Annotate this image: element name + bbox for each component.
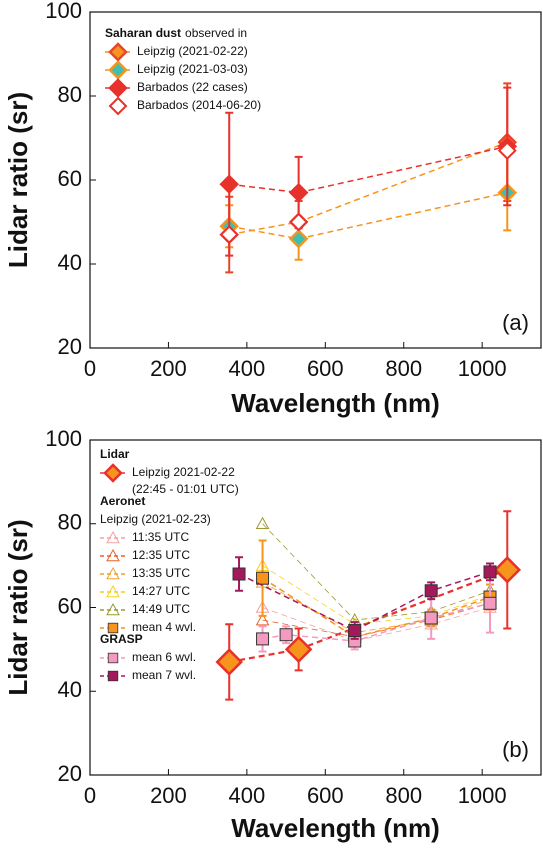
legend-marker: [108, 42, 128, 62]
marker: [483, 596, 497, 610]
marker: [255, 613, 270, 626]
series-line: [262, 565, 491, 625]
legend-marker: [108, 78, 128, 98]
legend-label: Leipzig (2021-02-22): [137, 44, 248, 58]
x-tick-label: 400: [229, 783, 266, 808]
x-axis-label: Wavelength (nm): [231, 388, 439, 418]
marker: [288, 182, 309, 203]
series-line: [262, 602, 491, 638]
legend-label: Barbados (22 cases): [137, 80, 248, 94]
series-line: [262, 577, 491, 638]
series-line: [262, 523, 491, 621]
legend-label: 12:35 UTC: [132, 548, 190, 562]
legend-subheading: Leipzig (2021-02-23): [100, 512, 211, 526]
legend-marker: [106, 602, 120, 616]
marker: [424, 584, 438, 598]
y-tick-label: 60: [58, 593, 82, 618]
marker: [497, 141, 517, 161]
legend-label: 13:35 UTC: [132, 566, 190, 580]
marker: [288, 229, 309, 249]
x-tick-label: 1000: [458, 783, 507, 808]
marker: [256, 571, 270, 585]
y-tick-label: 60: [58, 166, 82, 191]
legend-marker: [107, 652, 119, 664]
legend-heading: Saharan dust: [105, 26, 181, 40]
legend-marker: [107, 622, 119, 634]
legend-label: Leipzig 2021-02-22: [132, 465, 235, 479]
legend-marker: [103, 463, 123, 483]
y-tick-label: 80: [58, 82, 82, 107]
marker: [424, 611, 438, 625]
marker: [284, 635, 313, 664]
legend-label: 11:35 UTC: [132, 530, 189, 544]
legend-label: mean 7 wvl.: [132, 668, 196, 682]
legend-label: mean 6 wvl.: [132, 650, 196, 664]
marker: [279, 628, 293, 642]
y-tick-label: 40: [58, 250, 82, 275]
series-line: [229, 191, 508, 240]
y-tick-label: 80: [58, 510, 82, 535]
legend-label: mean 4 wvl.: [132, 620, 196, 634]
y-axis-label: Lidar ratio (sr): [3, 519, 33, 695]
y-axis-label: Lidar ratio (sr): [3, 92, 33, 268]
x-tick-label: 1000: [458, 356, 507, 381]
series-line: [229, 568, 508, 664]
legend-subheading: observed in: [185, 26, 247, 40]
legend-label: 14:27 UTC: [132, 584, 190, 598]
legend-label: Barbados (2014-06-20): [137, 98, 261, 112]
legend-heading: GRASP: [100, 632, 143, 646]
x-tick-label: 800: [385, 783, 422, 808]
legend-note: (22:45 - 01:01 UTC): [132, 482, 239, 496]
x-axis-label: Wavelength (nm): [231, 813, 439, 843]
marker: [493, 556, 522, 584]
x-tick-label: 200: [150, 356, 187, 381]
marker: [219, 225, 239, 245]
marker: [348, 624, 362, 638]
legend-marker: [106, 530, 120, 544]
y-tick-label: 100: [45, 0, 82, 23]
legend-label: 14:49 UTC: [132, 602, 190, 616]
x-tick-label: 0: [84, 356, 96, 381]
marker: [255, 516, 270, 530]
marker: [256, 632, 270, 646]
marker: [483, 565, 497, 579]
legend-heading: Lidar: [100, 447, 130, 461]
legend-marker: [106, 548, 120, 562]
series-line: [229, 145, 508, 194]
x-tick-label: 400: [229, 356, 266, 381]
panel-label: (b): [502, 737, 529, 762]
legend-marker: [108, 96, 128, 116]
x-tick-label: 600: [307, 783, 344, 808]
y-tick-label: 100: [45, 426, 82, 451]
y-tick-label: 20: [58, 761, 82, 786]
x-tick-label: 200: [150, 783, 187, 808]
legend-heading: Aeronet: [100, 494, 145, 508]
legend-marker: [107, 670, 119, 682]
x-tick-label: 800: [385, 356, 422, 381]
legend-label: Leipzig (2021-03-03): [137, 62, 248, 76]
marker: [219, 174, 239, 194]
series-line: [238, 571, 491, 632]
legend-marker: [106, 584, 120, 598]
marker: [215, 648, 243, 676]
y-tick-label: 40: [58, 677, 82, 702]
y-tick-label: 20: [58, 334, 82, 359]
marker: [289, 212, 309, 232]
x-tick-label: 0: [84, 783, 96, 808]
legend-marker: [106, 566, 120, 580]
panel-label: (a): [502, 310, 529, 335]
legend-marker: [108, 60, 128, 80]
marker: [232, 567, 246, 581]
x-tick-label: 600: [307, 356, 344, 381]
